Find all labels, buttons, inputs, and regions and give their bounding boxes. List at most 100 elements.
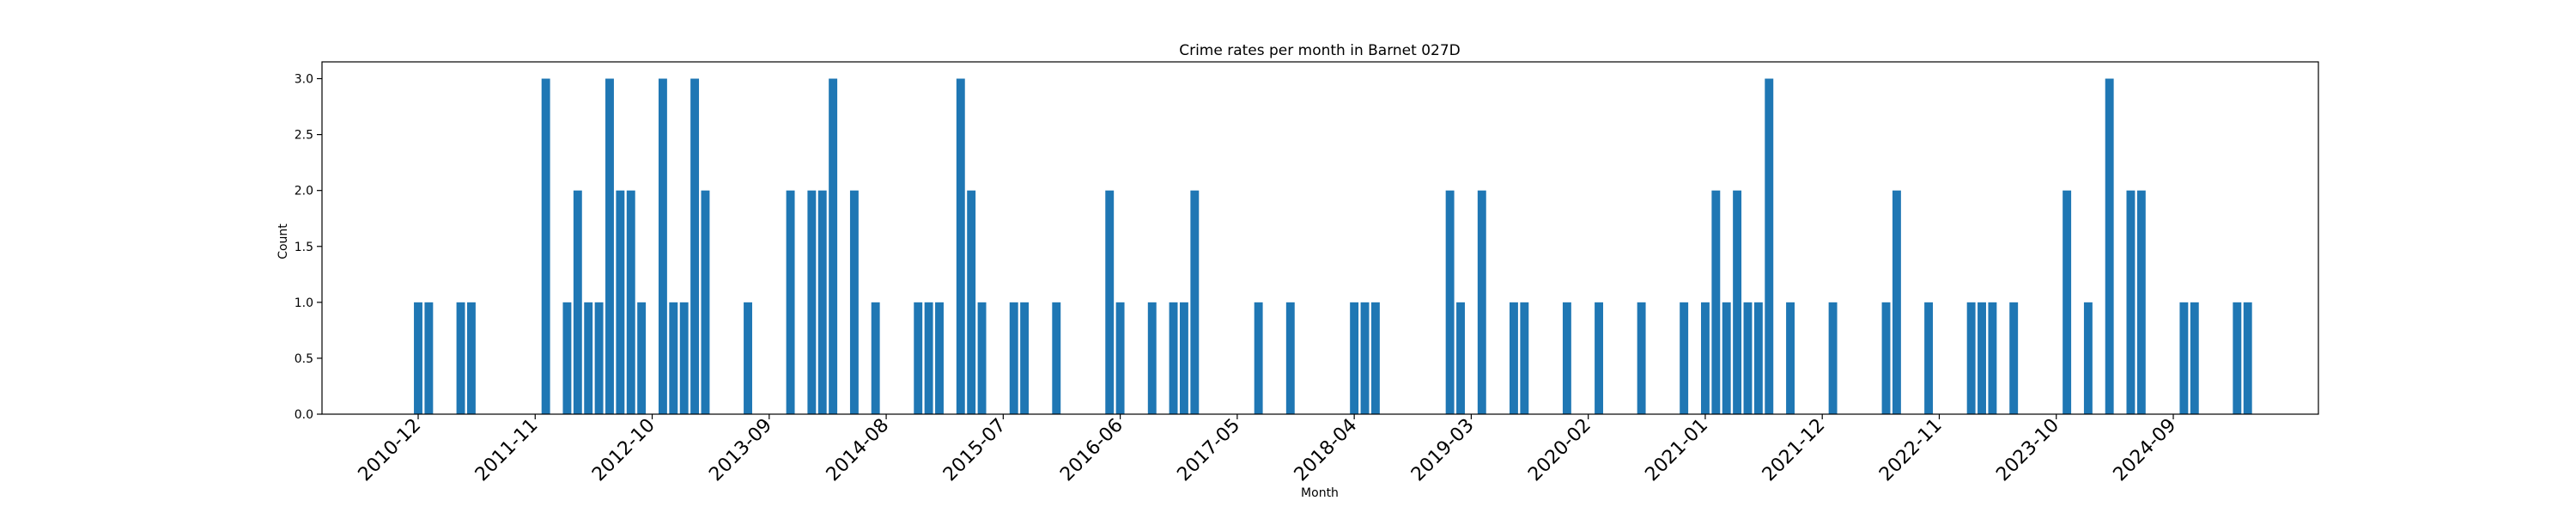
plot-frame	[321, 61, 2319, 415]
bar-2020-07	[1637, 302, 1646, 414]
bar-2019-07	[1510, 302, 1518, 414]
x-tick-label: 2021-01	[1641, 415, 1712, 486]
bar-2013-01	[679, 302, 689, 414]
bar-2013-03	[701, 190, 710, 414]
bar-2011-05	[466, 302, 476, 414]
bar-2016-09	[1147, 302, 1157, 414]
bar-2025-03	[2233, 302, 2242, 414]
bar-2021-01	[1700, 302, 1710, 414]
bar-2017-10	[1285, 302, 1295, 414]
bar-2011-12	[541, 78, 550, 415]
bar-2022-06	[1881, 302, 1891, 414]
y-axis-ticks: 0.0 0.5 1.0 1.5 2.0 2.5 3.0	[295, 73, 322, 422]
bar-2012-06	[605, 78, 614, 415]
bar-2024-05	[2126, 190, 2136, 414]
bar-2015-08	[1009, 302, 1018, 414]
bar-2021-04	[1733, 190, 1742, 414]
bar-2012-11	[658, 78, 667, 415]
y-tick-label: 0.5	[295, 352, 313, 366]
bar-2024-01	[2083, 302, 2093, 414]
bar-2012-05	[594, 302, 604, 414]
bar-2022-10	[1924, 302, 1934, 414]
bar-2022-01	[1828, 302, 1838, 414]
bar-2014-01	[807, 190, 817, 414]
bar-2010-12	[414, 302, 422, 414]
x-tick-label: 2011-11	[471, 415, 543, 486]
bar-2022-07	[1892, 190, 1901, 414]
bar-2021-09	[1786, 302, 1795, 414]
bar-2012-04	[584, 302, 593, 414]
bar-2018-05	[1360, 302, 1370, 414]
bar-2023-03	[1978, 302, 1986, 414]
bar-2012-08	[626, 190, 635, 414]
bar-2019-02	[1456, 302, 1465, 414]
x-tick-label: 2015-07	[939, 415, 1011, 486]
x-axis-label: Month	[1301, 486, 1339, 500]
x-tick-label: 2018-04	[1291, 415, 1362, 486]
bar-2020-03	[1595, 302, 1604, 414]
bar-2017-07	[1254, 302, 1263, 414]
bar-2013-02	[690, 78, 700, 415]
bar-2023-11	[2063, 190, 2072, 414]
bar-2023-06	[2009, 302, 2019, 414]
x-axis-ticks: 2010-12 2011-11 2012-10 2013-09 2014-08 2015-…	[355, 414, 2181, 486]
bar-2012-02	[562, 302, 572, 414]
x-tick-label: 2024-09	[2110, 415, 2181, 486]
y-tick-label: 2.0	[295, 185, 313, 198]
x-tick-label: 2023-10	[1992, 415, 2063, 486]
bar-2024-06	[2136, 190, 2146, 414]
bar-2016-12	[1179, 302, 1188, 414]
bar-2015-09	[1020, 302, 1030, 414]
bar-2013-11	[786, 190, 795, 414]
bar-2012-12	[669, 302, 678, 414]
bar-2021-07	[1765, 78, 1774, 415]
x-tick-label: 2016-06	[1056, 415, 1127, 486]
x-tick-label: 2014-08	[823, 415, 894, 486]
bar-2024-03	[2105, 78, 2114, 415]
bar-2014-11	[914, 302, 923, 414]
bar-2021-02	[1711, 190, 1721, 414]
x-tick-label: 2020-02	[1524, 415, 1595, 486]
y-tick-label: 0.0	[295, 408, 313, 422]
bar-2012-09	[637, 302, 647, 414]
x-tick-label: 2012-10	[588, 415, 659, 486]
x-tick-label: 2017-05	[1173, 415, 1244, 486]
bar-2016-11	[1169, 302, 1178, 414]
bar-2021-05	[1743, 302, 1753, 414]
y-axis-label: Count	[276, 223, 290, 260]
bar-2015-05	[977, 302, 987, 414]
bar-2011-04	[456, 302, 465, 414]
x-tick-label: 2019-03	[1407, 415, 1479, 486]
bar-2017-01	[1190, 190, 1200, 414]
x-tick-label: 2013-09	[705, 415, 776, 486]
chart-title: Crime rates per month in Barnet 027D	[1179, 42, 1461, 59]
bars-group	[414, 78, 2252, 415]
bar-2014-07	[871, 302, 880, 414]
y-tick-label: 1.5	[295, 241, 313, 254]
bar-2016-06	[1115, 302, 1125, 414]
bar-2014-05	[849, 190, 859, 414]
bar-2020-11	[1680, 302, 1689, 414]
bar-2015-03	[956, 78, 965, 415]
bar-2015-01	[935, 302, 944, 414]
bar-2014-02	[817, 190, 827, 414]
bar-2023-04	[1988, 302, 1997, 414]
bar-2024-10	[2179, 302, 2189, 414]
x-tick-label: 2010-12	[355, 415, 426, 486]
bar-2021-03	[1722, 302, 1731, 414]
bar-2018-06	[1370, 302, 1380, 414]
bar-2023-02	[1966, 302, 1976, 414]
bar-2018-04	[1350, 302, 1359, 414]
bar-2021-06	[1753, 302, 1763, 414]
bar-2019-01	[1445, 190, 1455, 414]
bar-2011-01	[424, 302, 434, 414]
bar-2016-05	[1105, 190, 1115, 414]
bar-2014-03	[829, 78, 838, 415]
bar-2015-12	[1052, 302, 1061, 414]
bar-2014-12	[924, 302, 933, 414]
bar-2025-04	[2243, 302, 2252, 414]
bar-2012-07	[616, 190, 625, 414]
bar-2013-07	[744, 302, 752, 414]
